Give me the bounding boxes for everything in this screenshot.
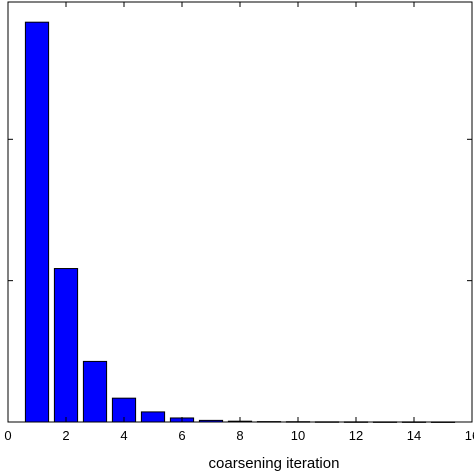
bar-2 (53, 268, 79, 423)
x-tick-label: 0 (4, 428, 11, 443)
x-tick-label: 14 (407, 428, 421, 443)
x-ticks-group: 0 2 4 6 8 10 12 14 16 (4, 2, 474, 443)
x-tick-label: 4 (120, 428, 127, 443)
bar-3 (82, 360, 108, 423)
plot-background (8, 2, 472, 422)
bar-1 (24, 21, 50, 423)
x-tick-label: 2 (62, 428, 69, 443)
x-tick-label: 12 (349, 428, 363, 443)
x-tick-label: 16 (465, 428, 474, 443)
plot-frame (7, 1, 473, 423)
x-tick-label: 10 (291, 428, 305, 443)
x-tick-label: 6 (178, 428, 185, 443)
bar-5 (140, 411, 166, 423)
x-axis-label: coarsening iteration (209, 455, 340, 472)
x-tick-label: 8 (236, 428, 243, 443)
